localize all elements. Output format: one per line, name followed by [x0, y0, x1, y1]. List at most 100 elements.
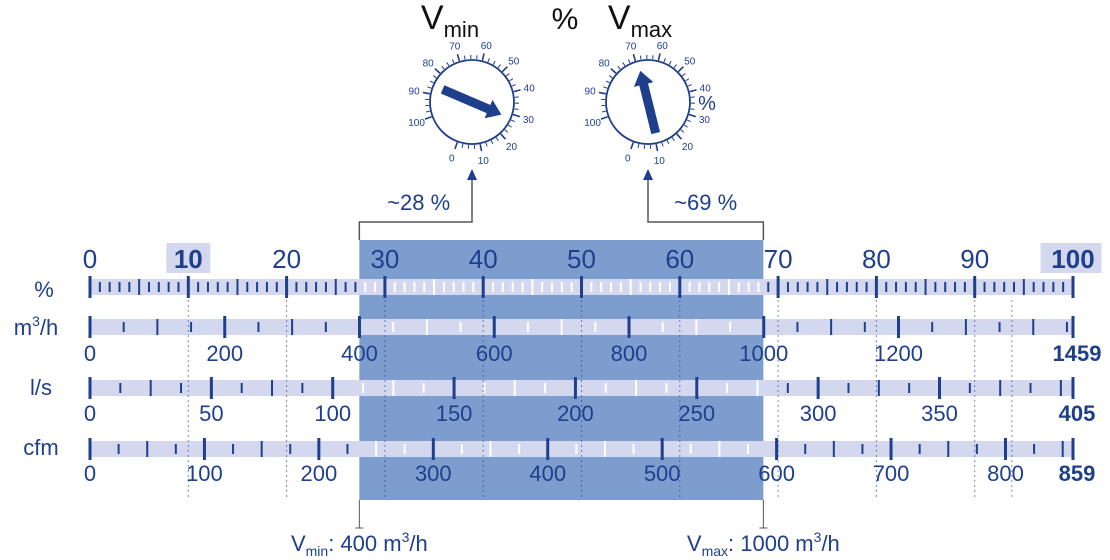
dial-tick: [457, 54, 459, 61]
dial-tick-label: 70: [449, 42, 461, 53]
dial-tick-label: 0: [449, 153, 455, 164]
vmin-dial-title: Vmin: [421, 0, 479, 42]
dial-tick: [480, 144, 481, 151]
dial-tick-label: 20: [506, 142, 518, 153]
vmin-flow-tail: /h: [409, 531, 427, 556]
dial-tick: [678, 67, 683, 72]
dial-tick: [433, 76, 436, 78]
ls-max-label: 405: [1059, 401, 1096, 426]
dial-tick: [623, 62, 625, 65]
dial-tick: [681, 130, 684, 133]
dial-tick-label: 80: [423, 59, 435, 70]
vmax-dial-unit: %: [698, 93, 716, 115]
dial-tick: [638, 144, 639, 148]
m3h-label-sup: 3: [32, 313, 40, 329]
dial-tick: [447, 62, 449, 65]
percent-tick-label: 60: [665, 244, 694, 274]
percent-row-label: %: [34, 277, 54, 302]
m3h-tick-label: 800: [611, 341, 648, 366]
ls-tick-label: 200: [557, 401, 594, 426]
cfm-tick-label: 200: [301, 461, 338, 486]
vmax-title-sub: max: [631, 17, 673, 42]
percent-tick-label: 40: [469, 244, 498, 274]
vmax-dial[interactable]: 0 10 20 30 40 50 60 70 80 90 100: [584, 41, 711, 167]
bottom-marker-lines: [355, 500, 767, 528]
dial-tick: [606, 81, 610, 83]
ls-tick-label: 250: [678, 401, 715, 426]
dial-tick: [618, 66, 621, 69]
dial-tick: [514, 109, 518, 110]
dial-tick-label: 20: [682, 142, 694, 153]
vmax-flow-sup: 3: [814, 529, 822, 545]
dial-tick: [674, 65, 676, 68]
dial-tick: [486, 143, 487, 147]
dial-tick: [514, 90, 521, 92]
percent-tick-label: 100: [1051, 244, 1094, 274]
dial-tick: [491, 140, 493, 144]
vmin-title-sub: min: [444, 17, 479, 42]
dial-tick: [509, 79, 512, 81]
ls-tick-label: 100: [314, 401, 351, 426]
dial-tick: [602, 111, 606, 112]
ls-tick-label: 350: [921, 401, 958, 426]
cfm-tick-label: 700: [873, 461, 910, 486]
dial-tick: [505, 130, 508, 133]
dial-tick-label: 30: [699, 115, 711, 126]
vmin-flow-label: Vmin: 400 m3/h: [291, 529, 428, 559]
vmax-percent-estimate: ~69 %: [674, 190, 737, 215]
cfm-tick-label: 100: [186, 461, 223, 486]
vmax-flow-text: : 1000 m: [728, 531, 814, 556]
dial-tick: [462, 144, 463, 148]
dial-tick: [662, 143, 663, 147]
dial-tick: [496, 138, 498, 141]
cfm-tick-label: 0: [84, 461, 96, 486]
cfm-tick-label: 500: [644, 461, 681, 486]
ls-band-selected: [359, 380, 763, 396]
ls-scale: 0 50 100 150 200 250 300 350 405: [84, 377, 1095, 426]
dial-tick: [684, 125, 687, 127]
vmin-flow-text: : 400 m: [328, 531, 401, 556]
percent-tick-label: 80: [862, 244, 891, 274]
dial-tick-label: 30: [523, 115, 535, 126]
ls-row-label: l/s: [30, 375, 52, 400]
dial-tick-label: 10: [478, 156, 490, 167]
vmax-flow-sub: max: [702, 543, 728, 559]
dial-tick: [689, 115, 696, 117]
dial-tick: [667, 140, 669, 144]
cfm-tick-label: 400: [529, 461, 566, 486]
dial-tick: [603, 87, 607, 88]
dial-tick: [498, 65, 500, 68]
vmin-flow-sub: min: [306, 543, 329, 559]
dial-tick-label: 90: [409, 87, 421, 98]
dial-tick: [687, 120, 691, 122]
ls-tick-label: 300: [800, 401, 837, 426]
dial-tick: [464, 56, 465, 60]
vmax-flow-main: V: [687, 531, 702, 556]
dial-tick: [423, 92, 430, 93]
m3h-row-label: m3/h: [14, 313, 58, 340]
dial-tick: [688, 85, 692, 86]
vmax-title-main: V: [608, 0, 631, 37]
vmin-dial[interactable]: 0 10 20 30 40 50 60 70 80 90 100: [408, 41, 535, 167]
dial-tick: [658, 53, 660, 60]
percent-tick-label: 50: [567, 244, 596, 274]
dial-tick-label: 40: [524, 84, 536, 95]
dial-tick: [442, 66, 445, 69]
dial-tick: [690, 90, 697, 92]
dial-tick: [493, 61, 495, 64]
percent-scale: 0 10 20 30 40 50 60 70 80 90 100: [83, 243, 1102, 298]
dial-tick: [640, 56, 641, 60]
vmin-title-main: V: [421, 0, 444, 37]
dial-tick: [664, 58, 665, 62]
vmax-dial-title: Vmax: [608, 0, 672, 42]
dial-tick-label: 50: [508, 56, 520, 67]
cfm-tick-label: 300: [415, 461, 452, 486]
vmax-flow-label: Vmax: 1000 m3/h: [687, 529, 840, 559]
vmin-bracket-arrowhead: [467, 169, 477, 180]
dial-tick: [435, 69, 440, 74]
dial-tick-label: 90: [585, 87, 597, 98]
dial-tick: [430, 81, 434, 83]
dial-tick-label: 70: [625, 42, 637, 53]
m3h-tick-label: 0: [84, 341, 96, 366]
